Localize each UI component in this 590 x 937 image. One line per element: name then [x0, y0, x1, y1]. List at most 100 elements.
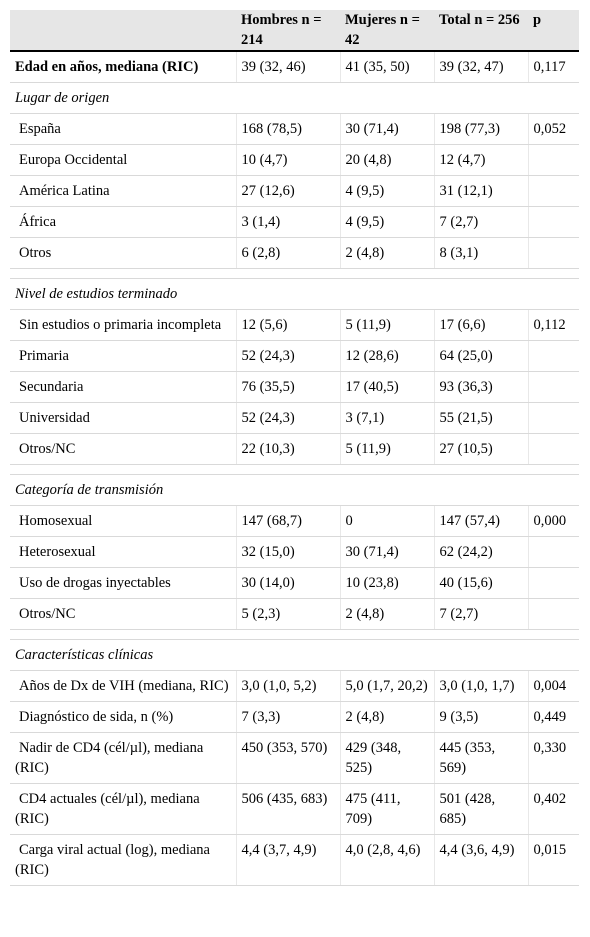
total-cell: 40 (15,6) — [434, 567, 529, 599]
table-row: Primaria 52 (24,3) 12 (28,6) 64 (25,0) — [10, 340, 579, 372]
mujeres-cell: 2 (4,8) — [340, 598, 435, 630]
hombres-cell: 147 (68,7) — [236, 505, 341, 537]
row-label: Años de Dx de VIH (mediana, RIC) — [10, 670, 237, 702]
total-cell: 8 (3,1) — [434, 237, 529, 269]
total-cell: 27 (10,5) — [434, 433, 529, 465]
table-header-row: Hombres n = 214 Mujeres n = 42 Total n =… — [10, 10, 579, 52]
mujeres-cell: 4 (9,5) — [340, 175, 435, 207]
hombres-cell: 168 (78,5) — [236, 113, 341, 145]
mujeres-cell: 20 (4,8) — [340, 144, 435, 176]
table-row: Heterosexual 32 (15,0) 30 (71,4) 62 (24,2) — [10, 536, 579, 568]
mujeres-cell: 4,0 (2,8, 4,6) — [340, 834, 435, 886]
table-row: África 3 (1,4) 4 (9,5) 7 (2,7) — [10, 206, 579, 238]
p-value-cell: 0,330 — [528, 732, 579, 784]
row-label: CD4 actuales (cél/µl), mediana (RIC) — [10, 783, 237, 835]
total-cell: 7 (2,7) — [434, 598, 529, 630]
section-row: Características clínicas — [10, 639, 579, 671]
p-value-cell — [528, 536, 579, 568]
p-value-cell: 0,000 — [528, 505, 579, 537]
table-row: Diagnóstico de sida, n (%) 7 (3,3) 2 (4,8)… — [10, 701, 579, 733]
row-label: España — [10, 113, 237, 145]
spacer-row — [10, 629, 579, 640]
mujeres-cell: 0 — [340, 505, 435, 537]
row-label: Sin estudios o primaria incompleta — [10, 309, 237, 341]
hombres-cell: 27 (12,6) — [236, 175, 341, 207]
row-label: Universidad — [10, 402, 237, 434]
p-value-cell — [528, 598, 579, 630]
table-row: Sin estudios o primaria incompleta 12 (5,… — [10, 309, 579, 341]
row-label: América Latina — [10, 175, 237, 207]
row-label: Secundaria — [10, 371, 237, 403]
p-value-cell — [528, 175, 579, 207]
table-row: Universidad 52 (24,3) 3 (7,1) 55 (21,5) — [10, 402, 579, 434]
table-row: España 168 (78,5) 30 (71,4) 198 (77,3) 0,052 — [10, 113, 579, 145]
hombres-cell: 12 (5,6) — [236, 309, 341, 341]
p-value-cell: 0,117 — [528, 51, 579, 83]
table-row: Años de Dx de VIH (mediana, RIC) 3,0 (1,0… — [10, 670, 579, 702]
total-cell: 445 (353, 569) — [434, 732, 529, 784]
table-row: Homosexual 147 (68,7) 0 147 (57,4) 0,000 — [10, 505, 579, 537]
table-row: Europa Occidental 10 (4,7) 20 (4,8) 12 (4,7… — [10, 144, 579, 176]
spacer-row — [10, 464, 579, 475]
spacer-cell — [10, 268, 579, 279]
section-label: Lugar de origen — [10, 82, 579, 114]
total-cell: 55 (21,5) — [434, 402, 529, 434]
row-label: Uso de drogas inyectables — [10, 567, 237, 599]
header-cell-label — [10, 10, 236, 52]
hombres-cell: 7 (3,3) — [236, 701, 341, 733]
total-cell: 198 (77,3) — [434, 113, 529, 145]
section-label: Características clínicas — [10, 639, 579, 671]
p-value-cell: 0,449 — [528, 701, 579, 733]
mujeres-cell: 10 (23,8) — [340, 567, 435, 599]
mujeres-cell: 4 (9,5) — [340, 206, 435, 238]
table-body: Edad en años, mediana (RIC) 39 (32, 46) 41… — [10, 51, 579, 886]
hombres-cell: 4,4 (3,7, 4,9) — [236, 834, 341, 886]
mujeres-cell: 5,0 (1,7, 20,2) — [340, 670, 435, 702]
mujeres-cell: 475 (411, 709) — [340, 783, 435, 835]
p-value-cell — [528, 206, 579, 238]
p-value-cell: 0,052 — [528, 113, 579, 145]
total-cell: 4,4 (3,6, 4,9) — [434, 834, 529, 886]
header-cell-total: Total n = 256 — [434, 10, 528, 52]
table-row: Edad en años, mediana (RIC) 39 (32, 46) 41… — [10, 51, 579, 83]
table-row: América Latina 27 (12,6) 4 (9,5) 31 (12,1) — [10, 175, 579, 207]
total-cell: 64 (25,0) — [434, 340, 529, 372]
demographics-table: Hombres n = 214 Mujeres n = 42 Total n =… — [10, 10, 579, 886]
spacer-cell — [10, 629, 579, 640]
section-row: Lugar de origen — [10, 82, 579, 114]
header-cell-mujeres: Mujeres n = 42 — [340, 10, 434, 52]
mujeres-cell: 30 (71,4) — [340, 113, 435, 145]
mujeres-cell: 41 (35, 50) — [340, 51, 435, 83]
p-value-cell — [528, 402, 579, 434]
mujeres-cell: 5 (11,9) — [340, 433, 435, 465]
hombres-cell: 10 (4,7) — [236, 144, 341, 176]
spacer-cell — [10, 464, 579, 475]
hombres-cell: 450 (353, 570) — [236, 732, 341, 784]
total-cell: 62 (24,2) — [434, 536, 529, 568]
total-cell: 147 (57,4) — [434, 505, 529, 537]
table-row: Uso de drogas inyectables 30 (14,0) 10 (23… — [10, 567, 579, 599]
total-cell: 3,0 (1,0, 1,7) — [434, 670, 529, 702]
table-row: Otros 6 (2,8) 2 (4,8) 8 (3,1) — [10, 237, 579, 269]
row-label: Edad en años, mediana (RIC) — [10, 51, 237, 83]
row-label: Otros — [10, 237, 237, 269]
p-value-cell: 0,112 — [528, 309, 579, 341]
header-cell-p: p — [528, 10, 579, 52]
row-label: Homosexual — [10, 505, 237, 537]
row-label: Heterosexual — [10, 536, 237, 568]
p-value-cell: 0,402 — [528, 783, 579, 835]
hombres-cell: 6 (2,8) — [236, 237, 341, 269]
row-label: Nadir de CD4 (cél/µl), mediana (RIC) — [10, 732, 237, 784]
total-cell: 7 (2,7) — [434, 206, 529, 238]
hombres-cell: 52 (24,3) — [236, 402, 341, 434]
total-cell: 501 (428, 685) — [434, 783, 529, 835]
hombres-cell: 5 (2,3) — [236, 598, 341, 630]
total-cell: 31 (12,1) — [434, 175, 529, 207]
p-value-cell — [528, 340, 579, 372]
row-label: Otros/NC — [10, 433, 237, 465]
row-label: Carga viral actual (log), mediana (RIC) — [10, 834, 237, 886]
mujeres-cell: 2 (4,8) — [340, 237, 435, 269]
mujeres-cell: 429 (348, 525) — [340, 732, 435, 784]
p-value-cell — [528, 144, 579, 176]
total-cell: 9 (3,5) — [434, 701, 529, 733]
